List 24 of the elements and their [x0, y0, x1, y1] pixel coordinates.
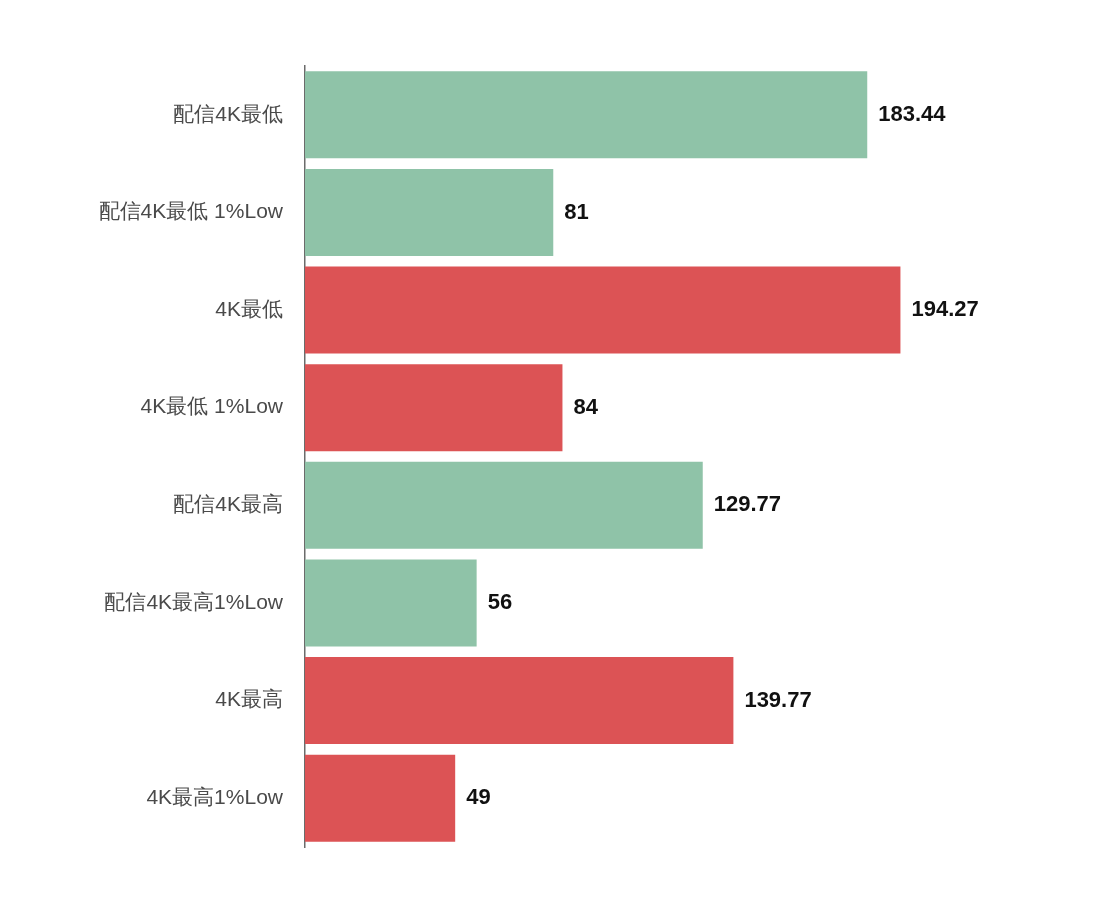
- data-label: 84: [573, 393, 599, 419]
- y-tick-label: 4K最低 1%Low: [140, 394, 284, 418]
- data-label: 194.27: [911, 296, 979, 322]
- data-label: 49: [466, 784, 491, 810]
- y-tick-label: 配信4K最高1%Low: [104, 589, 284, 613]
- data-label: 129.77: [713, 491, 782, 517]
- bar: [305, 266, 901, 354]
- y-tick-label: 配信4K最低 1%Low: [98, 199, 284, 223]
- y-tick-label: 配信4K最高: [173, 492, 283, 516]
- bar: [305, 168, 554, 256]
- y-tick-label: 4K最低: [215, 296, 283, 320]
- data-label: 56: [487, 589, 513, 614]
- bar: [305, 754, 456, 842]
- bar: [305, 461, 703, 549]
- data-label: 81: [564, 198, 589, 224]
- y-tick-label: 4K最高1%Low: [146, 784, 284, 808]
- data-label: 183.44: [878, 100, 947, 126]
- bar: [305, 364, 563, 452]
- bar: [305, 71, 868, 159]
- data-label: 139.77: [744, 686, 812, 712]
- bar: [305, 559, 477, 647]
- bar: [305, 657, 734, 745]
- y-tick-label: 4K最高: [215, 687, 283, 711]
- y-tick-label: 配信4K最低: [173, 101, 283, 125]
